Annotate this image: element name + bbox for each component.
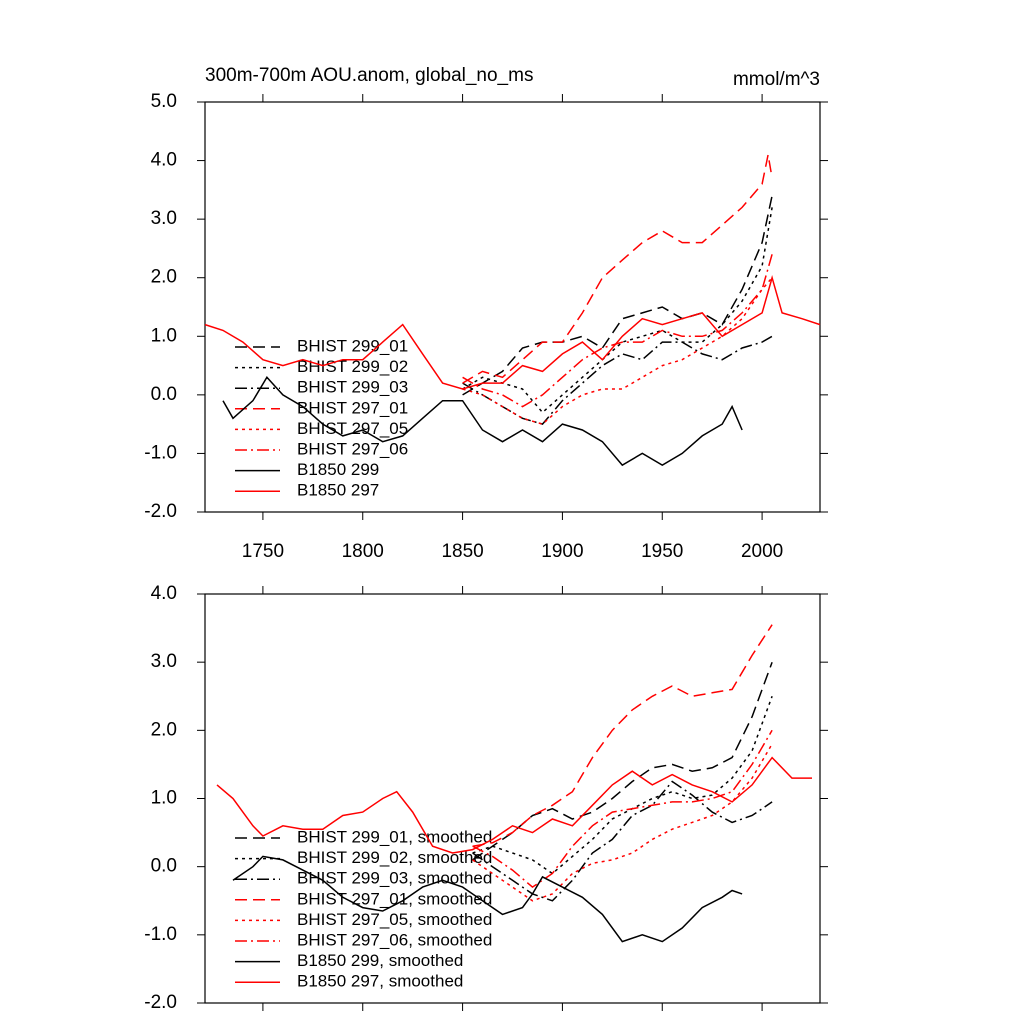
legend-label: BHIST 299_02, smoothed xyxy=(297,848,492,867)
y-tick-label: 5.0 xyxy=(151,91,177,112)
legend-label: B1850 299, smoothed xyxy=(297,951,463,970)
legend-label: BHIST 299_01, smoothed xyxy=(297,827,492,846)
legend-label: B1850 299 xyxy=(297,460,379,479)
series-line xyxy=(462,207,773,414)
legend-label: B1850 297 xyxy=(297,481,379,500)
series-line xyxy=(472,729,773,889)
y-tick-label: 1.0 xyxy=(151,788,177,809)
y-tick-label: 0.0 xyxy=(151,384,177,405)
series-line xyxy=(232,855,743,943)
x-tick-label: 1850 xyxy=(441,541,483,562)
series-line xyxy=(462,195,773,396)
series-line xyxy=(472,624,773,847)
legend-label: BHIST 299_01 xyxy=(297,336,408,355)
legend-label: BHIST 299_03, smoothed xyxy=(297,869,492,888)
series-line xyxy=(204,274,821,390)
y-tick-label: 4.0 xyxy=(151,150,177,171)
x-tick-label: 1800 xyxy=(342,541,384,562)
series-line xyxy=(462,335,773,425)
x-tick-label: 1900 xyxy=(541,541,583,562)
legend-label: BHIST 297_05, smoothed xyxy=(297,910,492,929)
legend-label: BHIST 297_01, smoothed xyxy=(297,889,492,908)
series-line xyxy=(472,696,773,875)
units-label: mmol/m^3 xyxy=(733,69,820,90)
series-line xyxy=(462,154,773,384)
legend-label: B1850 297, smoothed xyxy=(297,972,463,991)
series-line xyxy=(216,756,812,854)
y-tick-label: -1.0 xyxy=(144,442,177,463)
y-tick-label: 3.0 xyxy=(151,208,177,229)
y-tick-label: 3.0 xyxy=(151,651,177,672)
y-tick-label: -2.0 xyxy=(144,501,177,522)
series-line xyxy=(472,661,773,861)
series-line xyxy=(472,780,773,902)
legend-label: BHIST 299_03 xyxy=(297,378,408,397)
y-tick-label: 2.0 xyxy=(151,267,177,288)
plot-frame xyxy=(204,101,821,513)
y-tick-label: -1.0 xyxy=(144,924,177,945)
y-tick-label: 0.0 xyxy=(151,856,177,877)
legend-label: BHIST 299_02 xyxy=(297,357,408,376)
x-tick-label: 1750 xyxy=(242,541,284,562)
legend-label: BHIST 297_06 xyxy=(297,439,408,458)
series-line xyxy=(472,743,773,902)
legend-label: BHIST 297_05 xyxy=(297,419,408,438)
legend-label: BHIST 297_01 xyxy=(297,398,408,417)
series-line xyxy=(462,277,773,425)
legend-label: BHIST 297_06, smoothed xyxy=(297,930,492,949)
x-tick-label: 1950 xyxy=(641,541,683,562)
y-tick-label: 1.0 xyxy=(151,325,177,346)
y-tick-label: 2.0 xyxy=(151,719,177,740)
x-tick-label: 2000 xyxy=(741,541,783,562)
series-line xyxy=(222,376,743,467)
series-line xyxy=(462,254,773,408)
chart-title: 300m-700m AOU.anom, global_no_ms xyxy=(205,65,533,86)
y-tick-label: -2.0 xyxy=(144,992,177,1013)
y-tick-label: 4.0 xyxy=(151,583,177,604)
